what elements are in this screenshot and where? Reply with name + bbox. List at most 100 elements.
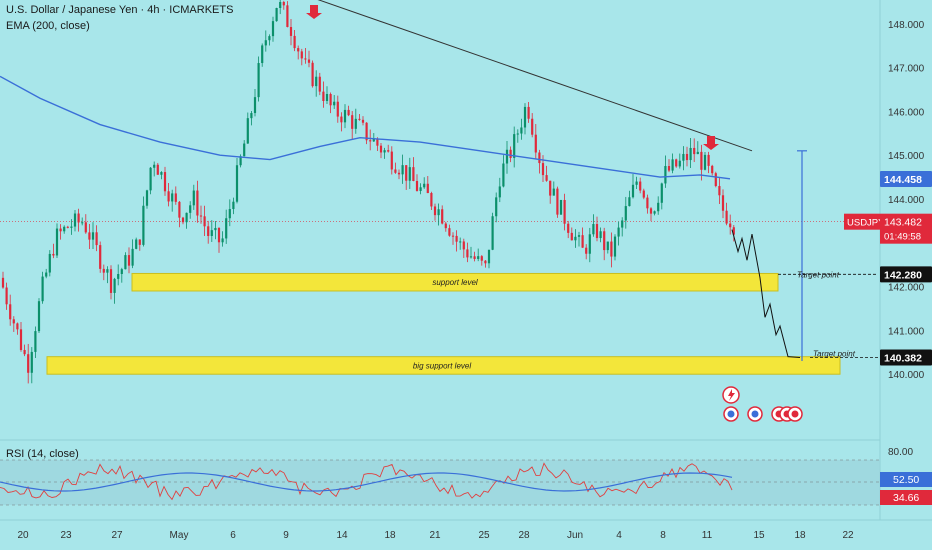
candle-body bbox=[487, 249, 491, 264]
candle-body bbox=[73, 213, 77, 227]
rsi-value-badge-bg bbox=[880, 490, 932, 505]
time-tick-label: 15 bbox=[753, 530, 765, 541]
price-tick-label: 144.000 bbox=[888, 195, 925, 206]
candle-body bbox=[592, 224, 595, 235]
candle-body bbox=[84, 222, 87, 233]
candle-body bbox=[437, 209, 440, 216]
top-arrow-2 bbox=[703, 136, 719, 150]
candle-body bbox=[477, 256, 480, 259]
candle-body bbox=[243, 143, 246, 157]
candle-body bbox=[19, 329, 23, 350]
price-tick-label: 146.000 bbox=[888, 107, 925, 118]
candle-body bbox=[181, 217, 185, 223]
candle-body bbox=[293, 35, 296, 49]
candle-body bbox=[351, 115, 354, 129]
candle-body bbox=[239, 156, 242, 166]
candle-body bbox=[721, 195, 725, 211]
candle-body bbox=[725, 210, 728, 224]
candle-body bbox=[462, 241, 465, 250]
support-zone bbox=[131, 272, 779, 292]
candle-body bbox=[354, 118, 357, 129]
big-support-zone bbox=[46, 356, 841, 375]
candle-body bbox=[383, 150, 386, 153]
time-tick-label: 14 bbox=[336, 530, 348, 541]
candle-body bbox=[459, 241, 462, 243]
candle-body bbox=[430, 193, 433, 207]
candle-body bbox=[232, 201, 235, 210]
candle-body bbox=[412, 167, 415, 181]
rsi-value-badge: 34.66 bbox=[893, 492, 919, 504]
rsi-line bbox=[0, 462, 733, 501]
candle-body bbox=[549, 180, 552, 196]
candle-body bbox=[203, 216, 206, 227]
target-badge-1: 142.280 bbox=[884, 269, 922, 281]
candle-body bbox=[153, 164, 156, 168]
candle-body bbox=[394, 169, 397, 173]
countdown-badge: 01:49:58 bbox=[884, 232, 921, 243]
target-label-1: Target point bbox=[797, 270, 840, 279]
candle-body bbox=[275, 8, 278, 22]
candle-body bbox=[358, 118, 361, 120]
candle-body bbox=[297, 48, 300, 52]
candle-body bbox=[534, 134, 537, 153]
candle-body bbox=[664, 166, 667, 184]
candle-body bbox=[225, 218, 228, 239]
candle-body bbox=[91, 232, 95, 240]
candle-body bbox=[228, 209, 231, 219]
candle-body bbox=[509, 149, 512, 158]
candle-body bbox=[365, 122, 368, 141]
target-badge-1-bg bbox=[880, 266, 932, 283]
candle-body bbox=[426, 183, 429, 194]
candle-body bbox=[415, 180, 419, 191]
candle-body bbox=[369, 140, 372, 142]
time-tick-label: 23 bbox=[60, 530, 72, 541]
candle-body bbox=[649, 208, 653, 214]
candle-body bbox=[145, 190, 149, 206]
candle-body bbox=[207, 226, 210, 237]
candle-body bbox=[12, 319, 15, 324]
candle-body bbox=[603, 231, 606, 251]
candle-body bbox=[631, 184, 635, 198]
candle-body bbox=[707, 154, 710, 166]
symbol-badge: USDJPY bbox=[847, 218, 885, 229]
candle-body bbox=[520, 127, 523, 134]
candle-body bbox=[390, 151, 393, 170]
candle-body bbox=[127, 255, 131, 266]
candle-body bbox=[419, 187, 422, 191]
candle-body bbox=[466, 249, 469, 258]
candle-body bbox=[732, 227, 735, 235]
time-tick-label: 25 bbox=[478, 530, 490, 541]
candle-body bbox=[156, 164, 159, 175]
candle-body bbox=[253, 97, 257, 114]
candle-body bbox=[167, 191, 170, 202]
time-tick-label: 18 bbox=[794, 530, 806, 541]
candle-body bbox=[595, 224, 599, 239]
candle-body bbox=[138, 239, 141, 245]
candle-body bbox=[221, 238, 224, 243]
time-tick-label: 4 bbox=[616, 530, 622, 541]
time-tick-label: 20 bbox=[17, 530, 29, 541]
candle-body bbox=[671, 159, 674, 171]
ema-badge-bg bbox=[880, 170, 932, 187]
candle-body bbox=[66, 226, 69, 228]
candle-body bbox=[23, 349, 26, 355]
time-tick-label: 9 bbox=[283, 530, 289, 541]
candle-body bbox=[639, 181, 642, 191]
rsi-label: RSI (14, close) bbox=[6, 448, 79, 460]
candle-body bbox=[667, 166, 671, 171]
candle-body bbox=[556, 188, 559, 215]
candle-body bbox=[585, 247, 588, 254]
candle-body bbox=[16, 323, 19, 330]
candle-body bbox=[711, 165, 714, 174]
candle-body bbox=[336, 101, 339, 117]
candle-body bbox=[531, 118, 534, 135]
candle-body bbox=[628, 197, 631, 207]
candle-body bbox=[160, 172, 163, 175]
price-tick-label: 147.000 bbox=[888, 64, 925, 75]
candle-body bbox=[246, 118, 249, 144]
candle-body bbox=[451, 235, 455, 237]
candle-body bbox=[41, 276, 44, 302]
candle-body bbox=[59, 228, 62, 232]
